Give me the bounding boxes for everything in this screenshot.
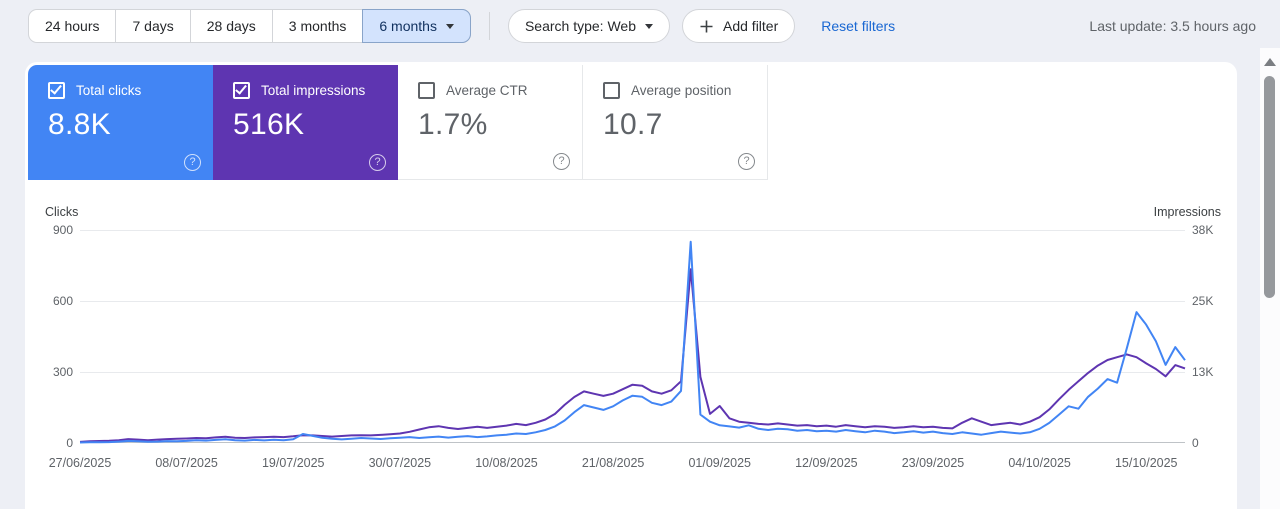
chart-gridlines — [80, 230, 1185, 443]
clicks-line — [79, 240, 1186, 444]
axis-tick-label: 01/09/2025 — [688, 456, 752, 470]
metric-card-total-impressions[interactable]: Total impressions 516K — [213, 65, 398, 180]
axis-tick-label: 0 — [66, 436, 73, 450]
impressions-line — [79, 268, 1186, 443]
search-type-label: Search type: Web — [524, 18, 636, 34]
axis-tick-label: 19/07/2025 — [261, 456, 325, 470]
date-range-7-days[interactable]: 7 days — [115, 10, 189, 42]
metric-card-average-ctr[interactable]: Average CTR 1.7% — [398, 65, 583, 180]
add-filter-label: Add filter — [723, 18, 779, 34]
scrollbar[interactable] — [1260, 48, 1280, 509]
date-range-3-months[interactable]: 3 months — [271, 10, 363, 42]
axis-tick-label: 900 — [52, 223, 73, 237]
metric-value: 1.7% — [418, 108, 488, 141]
axis-tick-label: 13K — [1192, 365, 1214, 379]
date-range-24-hours[interactable]: 24 hours — [29, 10, 115, 42]
metric-card-header: Total impressions — [233, 82, 398, 99]
date-range-selector: 24 hours 7 days 28 days 3 months 6 month… — [28, 9, 471, 43]
add-filter-button[interactable]: Add filter — [682, 9, 796, 43]
axis-tick-label: 30/07/2025 — [368, 456, 432, 470]
checkbox-average-ctr[interactable] — [418, 82, 435, 99]
axis-tick-label: 08/07/2025 — [155, 456, 218, 470]
help-icon[interactable] — [369, 154, 386, 171]
metric-label: Total impressions — [261, 83, 366, 98]
axis-tick-label: 21/08/2025 — [581, 456, 645, 470]
help-icon[interactable] — [738, 153, 755, 170]
axis-tick-label: 25K — [1192, 294, 1214, 308]
axis-tick-label: 23/09/2025 — [901, 456, 965, 470]
date-range-6-months-label: 6 months — [379, 18, 437, 34]
help-icon[interactable] — [184, 154, 201, 171]
date-range-28-days[interactable]: 28 days — [189, 10, 272, 42]
left-axis-title: Clicks — [45, 205, 79, 219]
axis-tick-label: 300 — [52, 365, 73, 379]
metric-card-average-position[interactable]: Average position 10.7 — [583, 65, 768, 180]
axis-tick-label: 15/10/2025 — [1114, 456, 1178, 470]
metric-card-header: Average CTR — [418, 82, 582, 99]
metric-card-total-clicks[interactable]: Total clicks 8.8K — [28, 65, 213, 180]
metric-card-header: Average position — [603, 82, 767, 99]
toolbar-divider — [488, 12, 490, 40]
reset-filters-link[interactable]: Reset filters — [821, 18, 896, 34]
axis-tick-label: 38K — [1192, 223, 1214, 237]
performance-panel: Total clicks 8.8K Total impressions 516K… — [25, 62, 1237, 509]
scroll-up-arrow-icon[interactable] — [1264, 58, 1276, 66]
metric-value: 516K — [233, 108, 305, 141]
checkbox-total-clicks[interactable] — [48, 82, 65, 99]
performance-chart: Clicks Impressions 0 300 600 900 0 13K 25K 38K… — [25, 180, 1237, 509]
axis-tick-label: 600 — [52, 294, 73, 308]
axis-tick-label: 10/08/2025 — [475, 456, 538, 470]
checkbox-average-position[interactable] — [603, 82, 620, 99]
metric-card-header: Total clicks — [48, 82, 213, 99]
plus-icon — [699, 19, 714, 34]
axis-tick-label: 12/09/2025 — [795, 456, 858, 470]
metric-value: 10.7 — [603, 108, 663, 141]
metric-label: Total clicks — [76, 83, 142, 98]
search-type-dropdown[interactable]: Search type: Web — [507, 9, 670, 43]
right-axis-title: Impressions — [1153, 205, 1221, 219]
chart-plot[interactable] — [79, 230, 1186, 444]
filter-toolbar: 24 hours 7 days 28 days 3 months 6 month… — [28, 8, 1256, 44]
metric-cards: Total clicks 8.8K Total impressions 516K… — [25, 62, 1237, 180]
metric-label: Average CTR — [446, 83, 528, 98]
axis-tick-label: 27/06/2025 — [48, 456, 112, 470]
axis-tick-label: 04/10/2025 — [1008, 456, 1071, 470]
checkbox-total-impressions[interactable] — [233, 82, 250, 99]
last-update-text: Last update: 3.5 hours ago — [1089, 18, 1256, 34]
metric-label: Average position — [631, 83, 732, 98]
chevron-down-icon — [645, 23, 653, 29]
help-icon[interactable] — [553, 153, 570, 170]
chevron-down-icon — [445, 23, 454, 29]
date-range-6-months[interactable]: 6 months — [362, 9, 471, 43]
axis-tick-label: 0 — [1192, 436, 1199, 450]
scrollbar-thumb[interactable] — [1264, 76, 1275, 298]
metric-value: 8.8K — [48, 108, 111, 141]
